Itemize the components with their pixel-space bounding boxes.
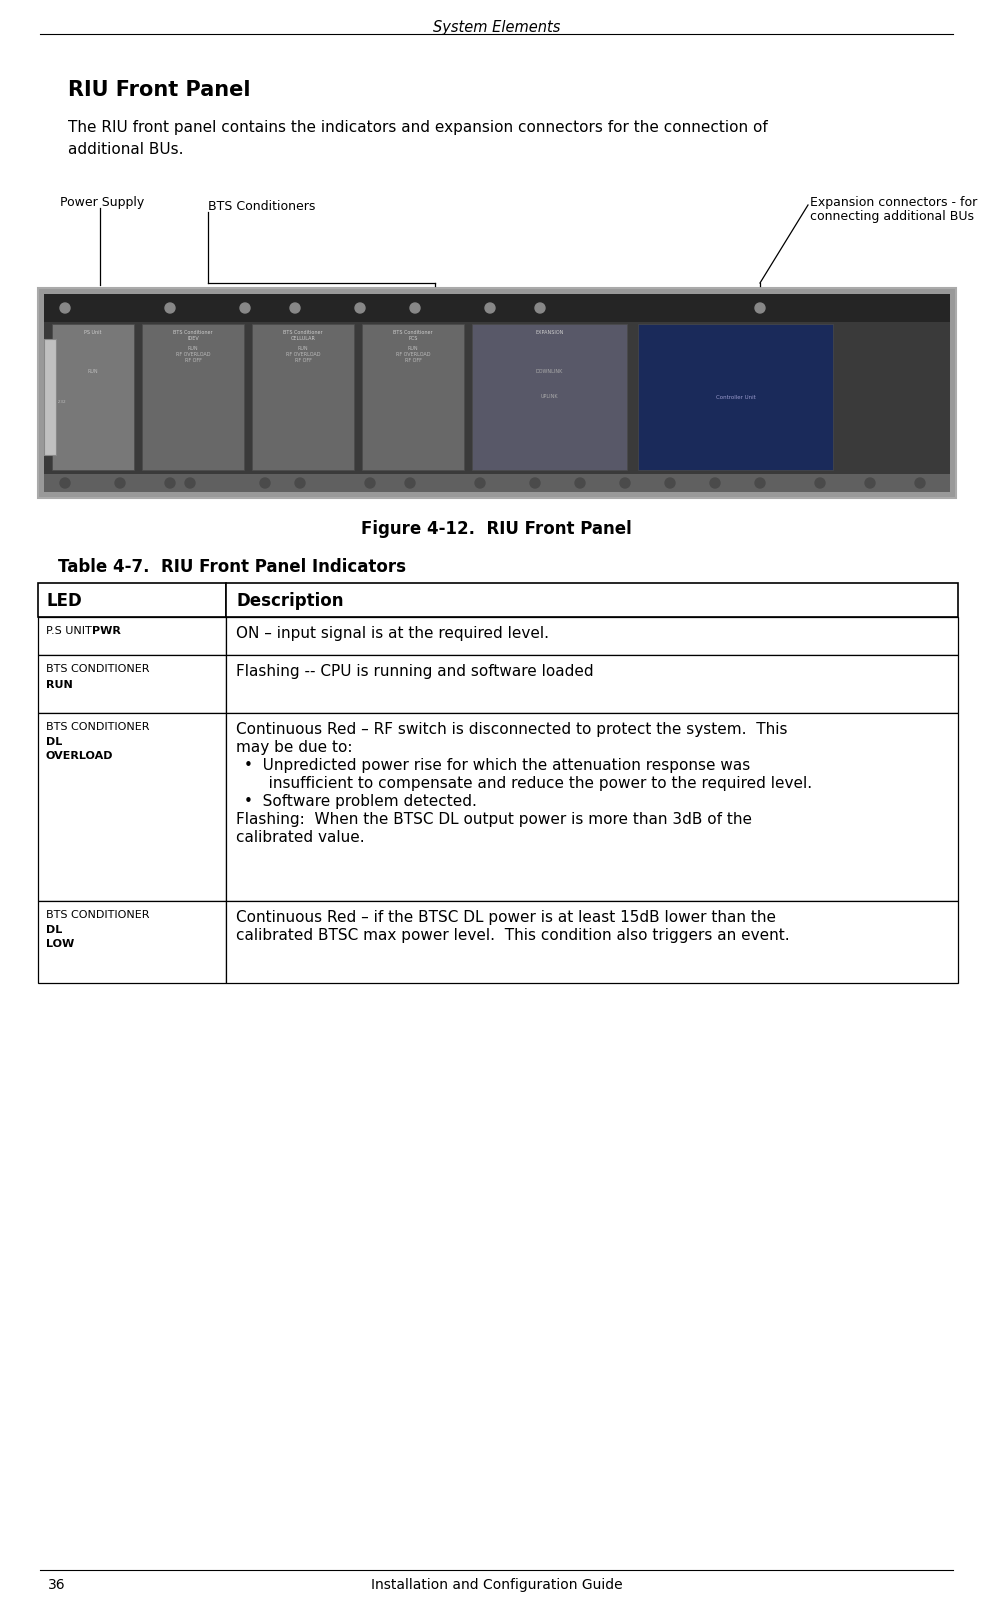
Text: BTS CONDITIONER: BTS CONDITIONER <box>46 909 150 921</box>
Circle shape <box>535 303 545 314</box>
Text: RIU Front Panel: RIU Front Panel <box>68 80 250 99</box>
Bar <box>44 339 56 455</box>
Text: Description: Description <box>236 592 344 610</box>
Text: RUN
RF OVERLOAD
RF OFF: RUN RF OVERLOAD RF OFF <box>396 346 430 362</box>
Text: Power Supply: Power Supply <box>60 195 144 210</box>
Bar <box>362 323 464 471</box>
Text: OVERLOAD: OVERLOAD <box>46 751 113 760</box>
Circle shape <box>665 479 675 488</box>
Circle shape <box>185 479 195 488</box>
Text: Continuous Red – RF switch is disconnected to protect the system.  This: Continuous Red – RF switch is disconnect… <box>236 722 787 736</box>
Bar <box>226 583 958 616</box>
Circle shape <box>475 479 485 488</box>
Bar <box>226 712 958 901</box>
Text: BTS CONDITIONER: BTS CONDITIONER <box>46 664 150 674</box>
Text: BTS Conditioners: BTS Conditioners <box>208 200 316 213</box>
Bar <box>38 583 226 616</box>
Bar <box>38 901 226 983</box>
Circle shape <box>485 303 495 314</box>
Text: The RIU front panel contains the indicators and expansion connectors for the con: The RIU front panel contains the indicat… <box>68 120 768 134</box>
Text: RUN
RF OVERLOAD
RF OFF: RUN RF OVERLOAD RF OFF <box>286 346 321 362</box>
Bar <box>44 474 950 492</box>
Circle shape <box>755 479 765 488</box>
Text: additional BUs.: additional BUs. <box>68 142 184 157</box>
Text: EXPANSION: EXPANSION <box>535 330 564 335</box>
Text: calibrated value.: calibrated value. <box>236 829 364 845</box>
Text: P.S UNIT: P.S UNIT <box>46 626 95 636</box>
Circle shape <box>620 479 630 488</box>
Circle shape <box>60 479 70 488</box>
Text: ON – input signal is at the required level.: ON – input signal is at the required lev… <box>236 626 549 640</box>
Circle shape <box>165 479 175 488</box>
Text: BTS Conditioner
CELLULAR: BTS Conditioner CELLULAR <box>283 330 323 341</box>
Circle shape <box>165 303 175 314</box>
Bar <box>44 295 950 492</box>
Text: DOWNLINK: DOWNLINK <box>536 368 563 375</box>
Bar <box>38 655 226 712</box>
Text: PWR: PWR <box>92 626 121 636</box>
Bar <box>252 323 354 471</box>
Circle shape <box>755 303 765 314</box>
Text: connecting additional BUs: connecting additional BUs <box>810 210 974 223</box>
Text: UPLINK: UPLINK <box>540 394 558 399</box>
Text: Flashing:  When the BTSC DL output power is more than 3dB of the: Flashing: When the BTSC DL output power … <box>236 812 752 828</box>
Text: BTS Conditioner
IDEV: BTS Conditioner IDEV <box>173 330 213 341</box>
Text: Controller Unit: Controller Unit <box>716 394 756 400</box>
Text: RUN: RUN <box>46 680 72 690</box>
Text: PS Unit: PS Unit <box>84 330 101 335</box>
Circle shape <box>915 479 925 488</box>
Text: DL: DL <box>46 736 63 748</box>
Text: Expansion connectors - for: Expansion connectors - for <box>810 195 977 210</box>
Text: LOW: LOW <box>46 940 74 949</box>
Circle shape <box>575 479 585 488</box>
Circle shape <box>355 303 365 314</box>
Bar <box>226 616 958 655</box>
Bar <box>226 901 958 983</box>
Circle shape <box>410 303 420 314</box>
Circle shape <box>295 479 305 488</box>
Text: RUN
RF OVERLOAD
RF OFF: RUN RF OVERLOAD RF OFF <box>176 346 211 362</box>
Circle shape <box>290 303 300 314</box>
Text: Flashing -- CPU is running and software loaded: Flashing -- CPU is running and software … <box>236 664 594 679</box>
Text: •  Unpredicted power rise for which the attenuation response was: • Unpredicted power rise for which the a… <box>244 757 751 773</box>
Bar <box>38 712 226 901</box>
Circle shape <box>260 479 270 488</box>
Text: RUN: RUN <box>87 368 98 375</box>
Bar <box>472 323 627 471</box>
Bar <box>52 323 134 471</box>
Text: LED: LED <box>46 592 81 610</box>
Bar <box>44 295 950 322</box>
Text: calibrated BTSC max power level.  This condition also triggers an event.: calibrated BTSC max power level. This co… <box>236 929 789 943</box>
Text: Table 4-7.  RIU Front Panel Indicators: Table 4-7. RIU Front Panel Indicators <box>58 559 406 576</box>
Bar <box>226 655 958 712</box>
Text: RS 232: RS 232 <box>51 400 66 403</box>
Bar <box>638 323 833 471</box>
Text: Continuous Red – if the BTSC DL power is at least 15dB lower than the: Continuous Red – if the BTSC DL power is… <box>236 909 776 925</box>
Circle shape <box>405 479 415 488</box>
Text: System Elements: System Elements <box>433 19 560 35</box>
Text: 36: 36 <box>48 1579 66 1591</box>
Text: BTS Conditioner
PCS: BTS Conditioner PCS <box>393 330 433 341</box>
Text: Figure 4-12.  RIU Front Panel: Figure 4-12. RIU Front Panel <box>361 520 632 538</box>
Circle shape <box>240 303 250 314</box>
Circle shape <box>365 479 375 488</box>
Bar <box>38 616 226 655</box>
Bar <box>38 288 956 498</box>
Text: Installation and Configuration Guide: Installation and Configuration Guide <box>370 1579 623 1591</box>
Circle shape <box>710 479 720 488</box>
Text: •  Software problem detected.: • Software problem detected. <box>244 794 477 809</box>
Text: insufficient to compensate and reduce the power to the required level.: insufficient to compensate and reduce th… <box>254 776 812 791</box>
Text: BTS CONDITIONER: BTS CONDITIONER <box>46 722 150 732</box>
Text: DL: DL <box>46 925 63 935</box>
Bar <box>142 323 244 471</box>
Circle shape <box>115 479 125 488</box>
Circle shape <box>60 303 70 314</box>
Circle shape <box>530 479 540 488</box>
Circle shape <box>865 479 875 488</box>
Circle shape <box>815 479 825 488</box>
Text: may be due to:: may be due to: <box>236 740 353 756</box>
